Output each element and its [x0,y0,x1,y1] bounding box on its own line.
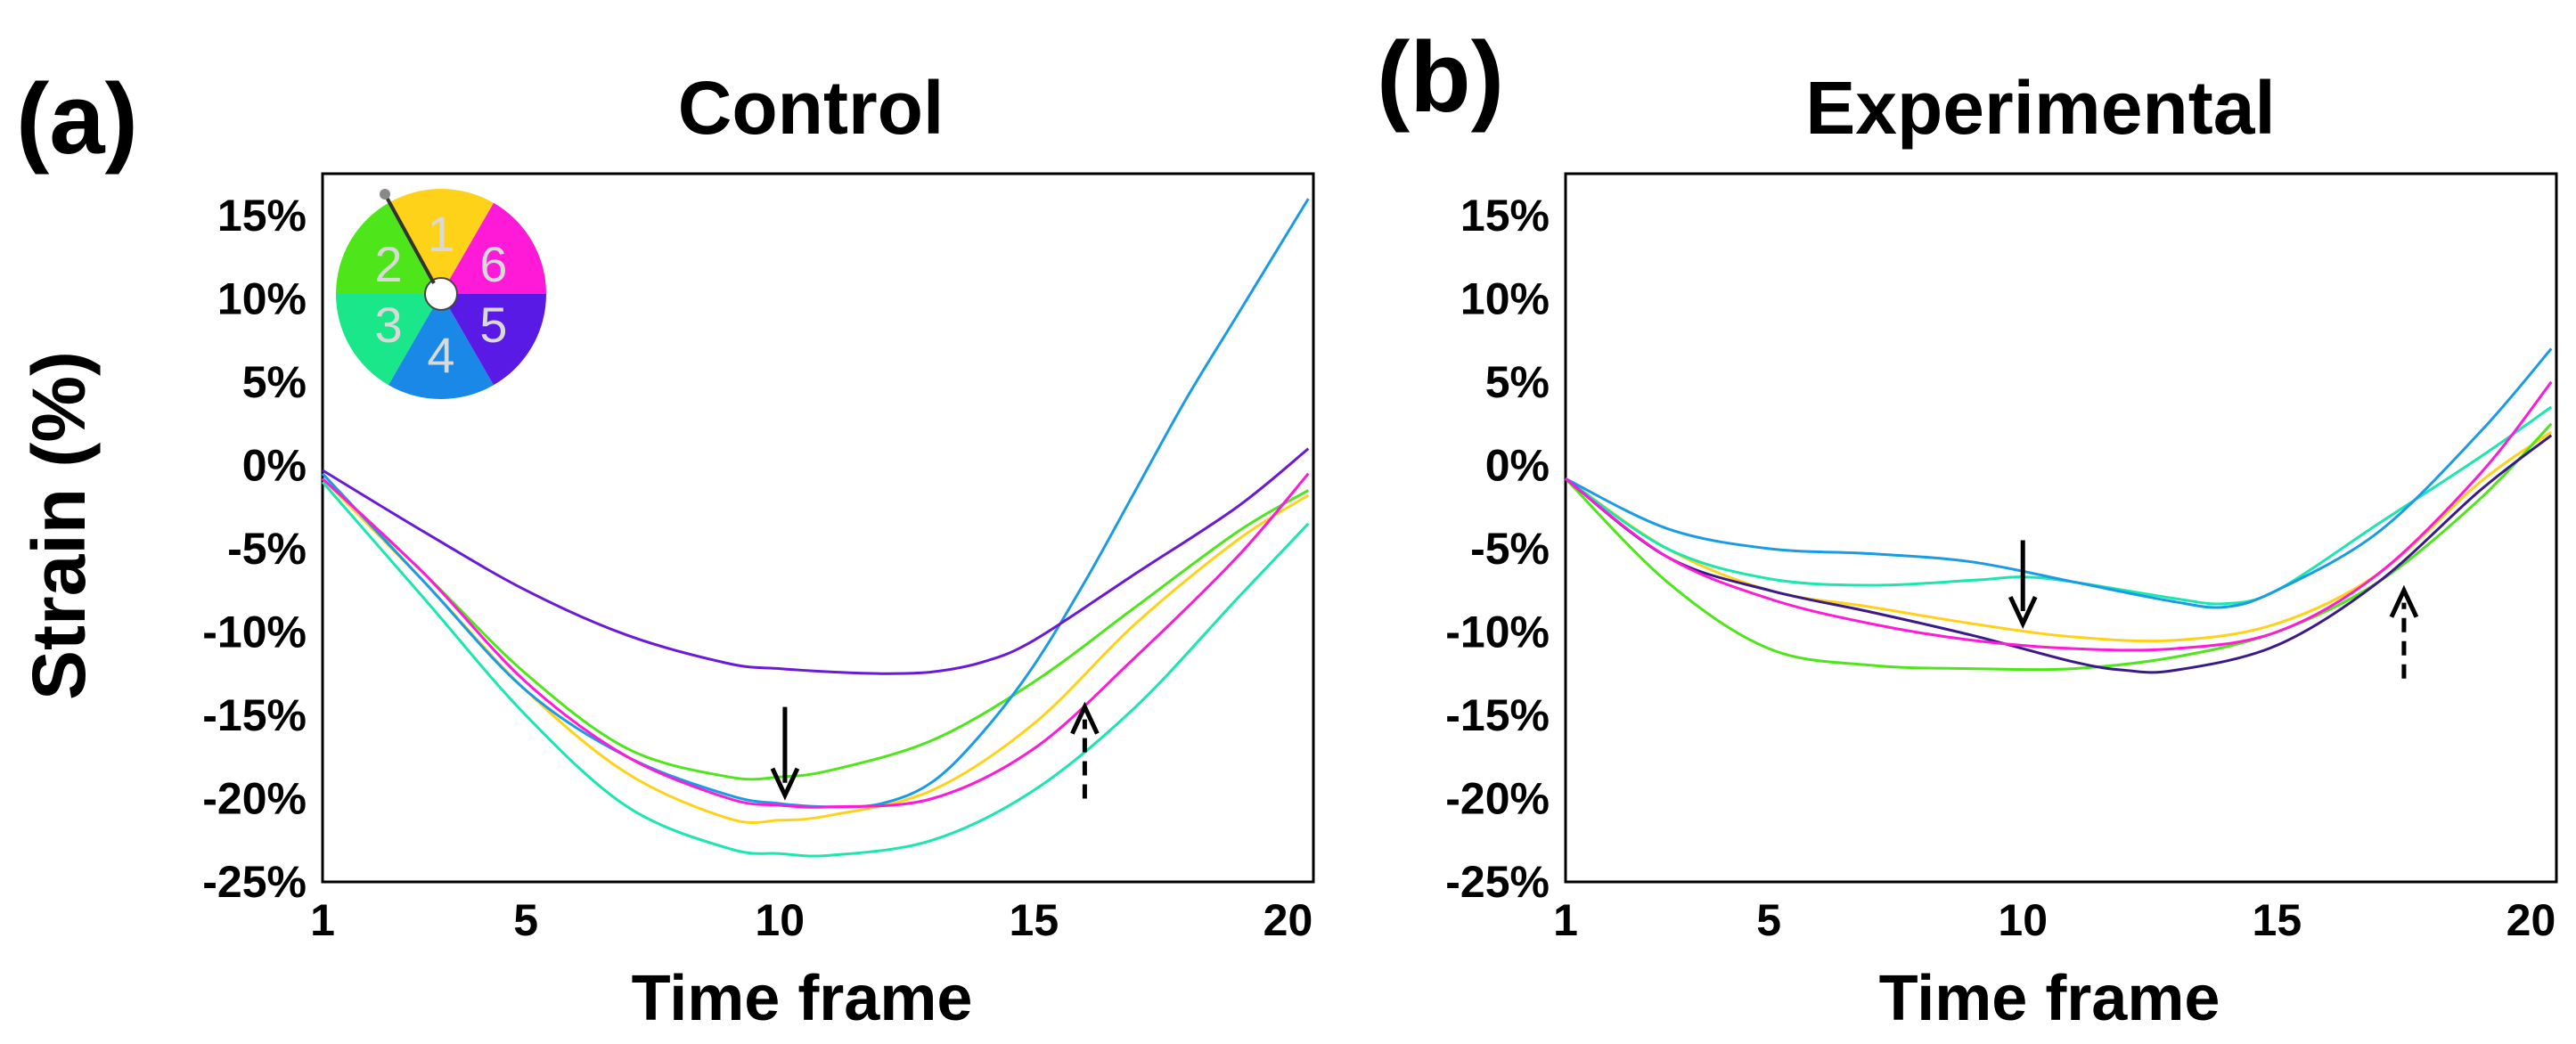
segment-wheel-slice-5 [449,294,546,386]
panel-b-y-tick-label: -20% [1445,773,1550,823]
panel-a-x-tick-label: 1 [310,895,335,945]
panel-b-x-tick-label: 15 [2253,895,2302,945]
panel-b-y-tick-label: -5% [1470,524,1550,574]
panel-a-x-axis-label: Time frame [632,963,973,1034]
panel-b-series-line-1 [1565,430,2553,643]
panel-a-x-tick-label: 10 [755,895,805,945]
panel-a-label: (a) [16,63,138,175]
segment-wheel-label: 2 [375,236,403,292]
panel-a-plot-area [321,172,1315,884]
segment-wheel-label: 6 [479,236,507,292]
panel-b-x-axis-label: Time frame [1879,963,2220,1034]
segment-wheel-label: 5 [479,297,507,353]
segment-wheel-pointer-dot [380,189,390,200]
segment-wheel-label: 1 [427,206,454,262]
panel-b-series-line-4 [1565,347,2553,609]
segment-wheel-slice-4 [388,307,494,399]
panel-a-y-tick-label: 0% [242,440,307,490]
segment-wheel-slice-1 [388,188,494,281]
panel-a-series-line-5 [322,447,1310,675]
panel-b-x-tick-label: 5 [1756,895,1781,945]
panel-b-plot-area [1564,172,2558,884]
panel-b-x-tick-label: 1 [1553,895,1578,945]
panel-b-y-tick-label: -25% [1445,857,1550,907]
panel-a-x-tick-label: 20 [1263,895,1313,945]
panel-a-x-tick-label: 15 [1010,895,1059,945]
panel-b-x-tick-label: 20 [2506,895,2556,945]
panel-a-y-tick-label: -5% [227,524,307,574]
panel-a-solid-arrow-head [770,767,800,801]
panel-b-y-tick-label: 0% [1485,440,1550,490]
panel-b-y-tick-label: -10% [1445,607,1550,657]
panel-b-y-tick-label: 10% [1460,273,1550,323]
y-axis-label: Strain (%) [17,351,101,700]
panel-b-y-tick-label: 5% [1485,357,1550,407]
panel-a-title: Control [678,66,945,150]
panel-a-series-line-1 [321,477,1310,824]
panel-a-y-tick-label: -15% [202,690,307,740]
panel-b-series-line-6 [1565,380,2553,652]
panel-b-y-tick-label: -15% [1445,690,1550,740]
panel-a-y-tick-label: -25% [202,857,307,907]
segment-wheel-slice-3 [336,294,433,386]
panel-b-y-tick-label: 15% [1460,191,1550,241]
panel-b-solid-arrow-head [2008,596,2038,629]
segment-wheel-slice-2 [336,202,433,294]
panel-a-dashed-arrow-head [1070,701,1100,735]
panel-a-y-tick-label: 5% [242,357,307,407]
panel-a-series-line-3 [321,481,1310,858]
panel-a-y-tick-label: 15% [217,191,307,241]
panel-b-series-line-5 [1565,434,2553,674]
panel-a-y-tick-label: 10% [217,273,307,323]
panel-b-title: Experimental [1805,66,2276,150]
panel-b-series-line-2 [1564,422,2553,672]
panel-a-series-line-4 [321,198,1310,809]
panel-b-label: (b) [1377,21,1504,133]
segment-wheel-slice-6 [449,202,546,294]
panel-a-y-tick-label: -10% [202,607,307,657]
panel-b-dashed-arrow-head [2389,584,2419,618]
segment-wheel-pointer [383,193,436,284]
panel-b-x-tick-label: 10 [1998,895,2048,945]
panel-a-y-tick-label: -20% [202,773,307,823]
panel-a-x-tick-label: 5 [513,895,538,945]
segment-wheel-label: 3 [375,297,403,353]
panel-a-series-line-2 [321,477,1310,781]
panel-a-series-line-6 [321,472,1310,809]
segment-wheel-center [424,277,458,311]
segment-wheel-label: 4 [427,327,454,383]
